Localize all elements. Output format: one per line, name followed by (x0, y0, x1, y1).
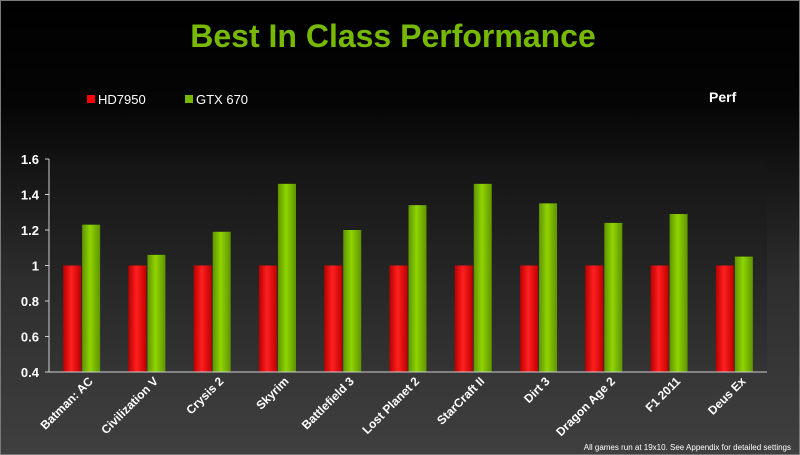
x-tick-label: Crysis 2 (183, 374, 226, 417)
x-tick-label: Skyrim (253, 374, 291, 412)
bars (63, 183, 753, 372)
y-tick-label: 1.2 (21, 223, 39, 238)
bar-hd7950-skyrim (258, 265, 277, 372)
bar-gtx-670-civilization-v (147, 254, 166, 372)
bar-gtx-670-dragon-age-2 (604, 222, 623, 372)
x-tick-label: Battlefield 3 (299, 374, 357, 432)
chart-title: Best In Class Performance (190, 18, 596, 54)
bar-gtx-670-battlefield-3 (343, 230, 362, 372)
bar-gtx-670-lost-planet-2 (408, 205, 427, 372)
bar-hd7950-crysis-2 (193, 265, 212, 372)
bar-gtx-670-dirt-3 (539, 203, 558, 372)
y-tick-label: 1 (32, 259, 39, 274)
bar-hd7950-starcraft-ii (454, 265, 473, 372)
bar-gtx-670-crysis-2 (212, 231, 231, 372)
bar-gtx-670-deus-ex (734, 256, 753, 372)
legend-swatch-hd7950 (87, 95, 95, 103)
bar-hd7950-civilization-v (128, 265, 147, 372)
x-tick-label: Dirt 3 (521, 374, 553, 406)
x-tick-label: StarCraft II (434, 374, 487, 427)
x-tick-label: Civilization V (98, 374, 161, 437)
bar-gtx-670-skyrim (277, 183, 296, 372)
x-axis-ticks: Batman: AC Civilization V Crysis 2 Skyrim Ba… (38, 374, 749, 439)
bar-hd7950-battlefield-3 (324, 265, 343, 372)
x-tick-label: Batman: AC (38, 374, 96, 432)
bar-hd7950-lost-planet-2 (389, 265, 408, 372)
bar-hd7950-batman-ac (63, 265, 82, 372)
bar-gtx-670-f1-2011 (669, 214, 688, 372)
bar-gtx-670-batman-ac (82, 224, 101, 372)
bar-hd7950-deus-ex (715, 265, 734, 372)
y-tick-label: 1.4 (21, 188, 40, 203)
y-tick-label: 0.4 (21, 365, 40, 380)
bar-hd7950-dragon-age-2 (585, 265, 604, 372)
legend-swatch-gtx670 (185, 95, 193, 103)
legend-label-hd7950: HD7950 (98, 92, 146, 107)
bar-gtx-670-starcraft-ii (473, 183, 492, 372)
x-tick-label: Deus Ex (705, 374, 749, 418)
bar-hd7950-dirt-3 (520, 265, 539, 372)
bar-hd7950-f1-2011 (650, 265, 669, 372)
y-tick-label: 0.8 (21, 294, 39, 309)
x-tick-label: Lost Planet 2 (359, 374, 422, 437)
footnote: All games run at 19x10. See Appendix for… (584, 443, 791, 452)
y-axis-ticks: 0.4 0.6 0.8 1 1.2 1.4 1.6 (21, 152, 49, 380)
y-tick-label: 1.6 (21, 152, 39, 167)
perf-label: Perf (709, 89, 737, 105)
legend: HD7950 GTX 670 (87, 92, 248, 107)
y-tick-label: 0.6 (21, 330, 39, 345)
x-tick-label: Dragon Age 2 (553, 374, 618, 439)
legend-label-gtx670: GTX 670 (196, 92, 248, 107)
x-tick-label: F1 2011 (643, 374, 684, 415)
plot-area (49, 159, 767, 372)
